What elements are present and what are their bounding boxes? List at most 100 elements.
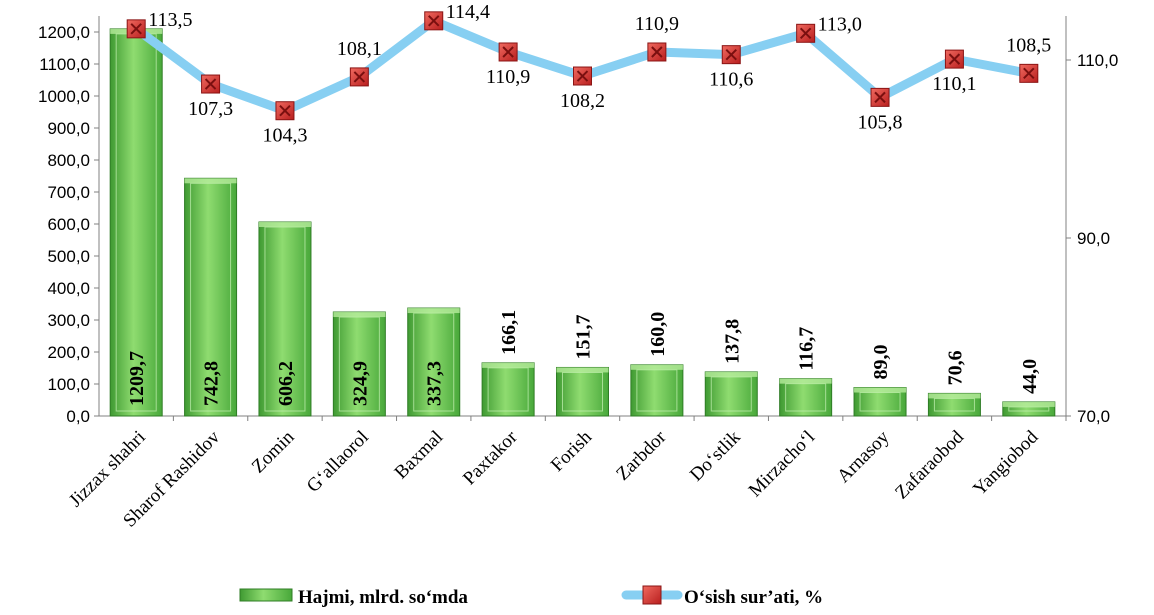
category-label: Baxmal [391,427,448,484]
bar-body [258,221,312,417]
left-tick-label: 700,0 [47,183,90,202]
bar [630,364,684,417]
left-tick-label: 800,0 [47,151,90,170]
marker-cross [725,48,737,61]
bar-top-highlight [779,378,832,384]
right-tick-label: 90,0 [1077,229,1110,248]
left-tick-label: 100,0 [47,375,90,394]
bar-value-label: 116,7 [796,327,818,371]
line-marker [573,66,592,86]
bar-body [630,364,684,417]
left-tick-label: 1100,0 [39,55,90,74]
marker-cross [799,27,812,40]
marker-cross [948,53,961,65]
left-tick-label: 400,0 [47,279,90,298]
bar [556,366,609,417]
bar [853,387,907,417]
left-tick-label: 600,0 [47,215,90,234]
bar-body [109,28,163,417]
right-tick-label: 110,0 [1077,51,1118,70]
category-label: Zafaraobod [891,426,968,503]
line-marker [349,67,369,87]
bar-value-label: 606,2 [275,361,297,406]
bar-value-label: 151,7 [573,314,595,359]
line-series [126,11,1039,121]
right-tick-label: 70,0 [1077,407,1110,426]
marker-cross [651,46,663,58]
line-marker [1019,63,1039,83]
bar-top-highlight [630,364,683,370]
line-value-label: 114,4 [446,1,490,23]
marker-cross [279,105,291,117]
bar-series [109,28,1056,417]
line-marker [424,11,444,31]
line-value-label: 110,1 [932,73,976,95]
bar [927,392,981,417]
category-label: Paxtakor [459,426,522,489]
line-value-label: 113,5 [148,9,192,31]
line-value-label: 107,3 [188,98,233,120]
marker-cross [204,78,217,90]
left-tick-label: 900,0 [47,119,90,138]
bar-top-highlight [1002,401,1055,407]
line-value-label: 110,9 [486,66,530,88]
left-tick-label: 1000,0 [38,87,90,106]
line-marker [275,101,295,121]
category-label: Zarbdor [612,426,671,485]
bar-top-highlight [258,222,311,228]
bar-body [704,371,758,417]
bar [258,221,312,417]
left-tick-label: 500,0 [47,247,90,266]
marker-cross [502,46,514,58]
line-marker [498,42,518,62]
category-label: G‘allaorol [303,427,373,497]
legend-line-label: O‘sish sur’ati, % [684,587,823,608]
marker-cross [576,70,589,82]
legend-marker-swatch [642,585,662,605]
category-label: Arnasoy [833,426,894,487]
bar [407,307,461,417]
bar [332,311,386,417]
bar-body [556,366,609,417]
line-marker [126,19,146,39]
line-marker [796,23,816,43]
marker-cross [1023,67,1035,80]
bar [704,371,758,417]
category-label: Forish [547,426,597,476]
bar-value-label: 1209,7 [126,351,148,406]
line-value-label: 105,8 [858,111,903,133]
bar-top-highlight [854,387,907,393]
bar-body [481,362,535,417]
bar-value-label: 166,1 [498,310,520,355]
bar-top-highlight [928,393,981,399]
left-tick-label: 0,0 [66,407,90,426]
bar-top-highlight [705,371,758,377]
legend-item-line: O‘sish sur’ati, % [621,585,823,608]
bar [779,378,833,417]
bar-top-highlight [482,362,535,368]
line-marker [721,45,741,65]
bar [109,28,163,417]
left-tick-label: 1200,0 [38,23,90,42]
bar-value-label: 742,8 [201,361,223,406]
line-marker [944,49,964,69]
left-tick-label: 300,0 [47,311,90,330]
line-value-label: 113,0 [818,13,862,35]
marker-cross [353,71,366,83]
line-value-label: 110,6 [709,69,753,91]
category-label: Mirzacho‘l [745,427,820,502]
bar-body [407,307,461,417]
left-tick-label: 200,0 [47,343,90,362]
bar [481,362,535,417]
bar [1002,401,1056,417]
bar-top-highlight [184,178,237,184]
bar-value-label: 337,3 [424,361,446,406]
data-labels: 1209,7 742,8 606,2 324,9 337,3 166,1 151,7 160,… [126,1,1051,406]
bar-value-label: 89,0 [870,345,892,380]
bar-top-highlight [333,312,386,318]
category-label: Zomin [248,426,299,477]
bar-value-label: 137,8 [721,319,743,364]
line-value-label: 108,1 [337,38,382,60]
legend-bar-label: Hajmi, mlrd. so‘mda [298,587,468,608]
